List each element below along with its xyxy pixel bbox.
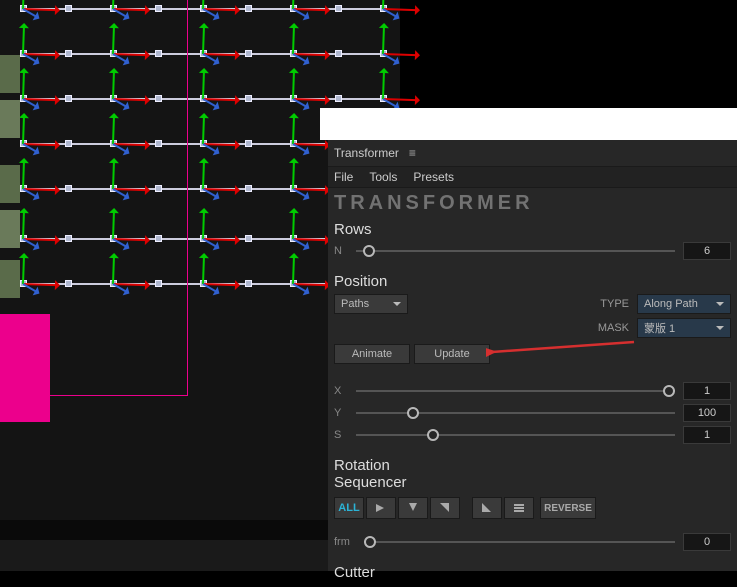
menu-presets[interactable]: Presets [413, 170, 454, 184]
section-cutter-title: Cutter [334, 564, 731, 581]
pos-y-slider[interactable] [356, 406, 675, 420]
pos-s-slider[interactable] [356, 428, 675, 442]
panel-title: Transformer [334, 146, 399, 160]
arrow-down-icon [406, 501, 420, 515]
section-rotation-title: Rotation [334, 457, 731, 474]
grid-handle[interactable] [65, 185, 72, 192]
menu-file[interactable]: File [334, 170, 353, 184]
magenta-region [0, 314, 50, 422]
rows-n-label: N [334, 245, 348, 257]
pos-y-value[interactable] [683, 404, 731, 422]
seq-reverse-button[interactable]: REVERSE [540, 497, 596, 519]
seq-stack-button[interactable] [504, 497, 534, 519]
transformer-panel: Transformer ≡ File Tools Presets TRANSFO… [328, 140, 737, 571]
grid-handle[interactable] [335, 50, 342, 57]
footage-thumb [0, 165, 20, 203]
grid-handle[interactable] [245, 140, 252, 147]
grid-handle[interactable] [65, 235, 72, 242]
grid-handle[interactable] [155, 5, 162, 12]
grid-handle[interactable] [245, 50, 252, 57]
transformer-logo: TRANSFORMER [328, 188, 737, 215]
type-label: TYPE [589, 298, 629, 310]
rows-n-value[interactable] [683, 242, 731, 260]
paths-dropdown[interactable]: Paths [334, 294, 408, 314]
frm-value[interactable] [683, 533, 731, 551]
pos-x-value[interactable] [683, 382, 731, 400]
update-button[interactable]: Update [414, 344, 490, 364]
panel-menu-icon[interactable]: ≡ [409, 146, 416, 160]
grid-handle[interactable] [65, 280, 72, 287]
grid-handle[interactable] [245, 5, 252, 12]
footage-thumb [0, 210, 20, 248]
guide-vertical [187, 0, 188, 395]
arrow-right-icon [374, 501, 388, 515]
mask-label: MASK [589, 322, 629, 334]
panel-outside-strip [320, 108, 737, 140]
frm-label: frm [334, 536, 356, 548]
grid-handle[interactable] [335, 95, 342, 102]
panel-titlebar: Transformer ≡ [328, 140, 737, 166]
grid-handle[interactable] [65, 140, 72, 147]
seq-right-button[interactable] [366, 497, 396, 519]
seq-diag-button[interactable] [430, 497, 460, 519]
pos-s-value[interactable] [683, 426, 731, 444]
grid-handle[interactable] [155, 140, 162, 147]
grid-handle[interactable] [65, 95, 72, 102]
seq-down-button[interactable] [398, 497, 428, 519]
panel-menubar: File Tools Presets [328, 166, 737, 188]
pos-s-label: S [334, 429, 348, 441]
grid-handle[interactable] [155, 280, 162, 287]
section-rows-title: Rows [334, 221, 731, 238]
grid-handle[interactable] [245, 235, 252, 242]
lines-icon [512, 501, 526, 515]
arrow-upleft-icon [480, 501, 494, 515]
arrow-diagonal-icon [438, 501, 452, 515]
mask-dropdown[interactable]: 蒙版 1 [637, 318, 731, 338]
grid-handle[interactable] [155, 235, 162, 242]
frm-slider[interactable] [364, 535, 675, 549]
footage-thumb [0, 100, 20, 138]
grid-handle[interactable] [335, 5, 342, 12]
footage-thumb [0, 55, 20, 93]
section-position-title: Position [334, 273, 731, 290]
menu-tools[interactable]: Tools [369, 170, 397, 184]
grid-handle[interactable] [245, 95, 252, 102]
seq-shuffle-button[interactable] [472, 497, 502, 519]
section-sequencer-title: Sequencer [334, 474, 731, 491]
pos-x-label: X [334, 385, 348, 397]
grid-handle[interactable] [65, 5, 72, 12]
grid-handle[interactable] [65, 50, 72, 57]
grid-handle[interactable] [155, 185, 162, 192]
grid-handle[interactable] [155, 95, 162, 102]
grid-handle[interactable] [245, 280, 252, 287]
rows-n-slider[interactable] [356, 244, 675, 258]
grid-handle[interactable] [155, 50, 162, 57]
pos-y-label: Y [334, 407, 348, 419]
animate-button[interactable]: Animate [334, 344, 410, 364]
footage-thumb [0, 260, 20, 298]
pos-x-slider[interactable] [356, 384, 675, 398]
type-dropdown[interactable]: Along Path [637, 294, 731, 314]
grid-handle[interactable] [245, 185, 252, 192]
seq-all-button[interactable]: ALL [334, 497, 364, 519]
